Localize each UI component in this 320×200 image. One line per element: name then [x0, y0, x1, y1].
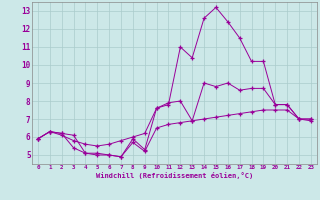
X-axis label: Windchill (Refroidissement éolien,°C): Windchill (Refroidissement éolien,°C) [96, 172, 253, 179]
